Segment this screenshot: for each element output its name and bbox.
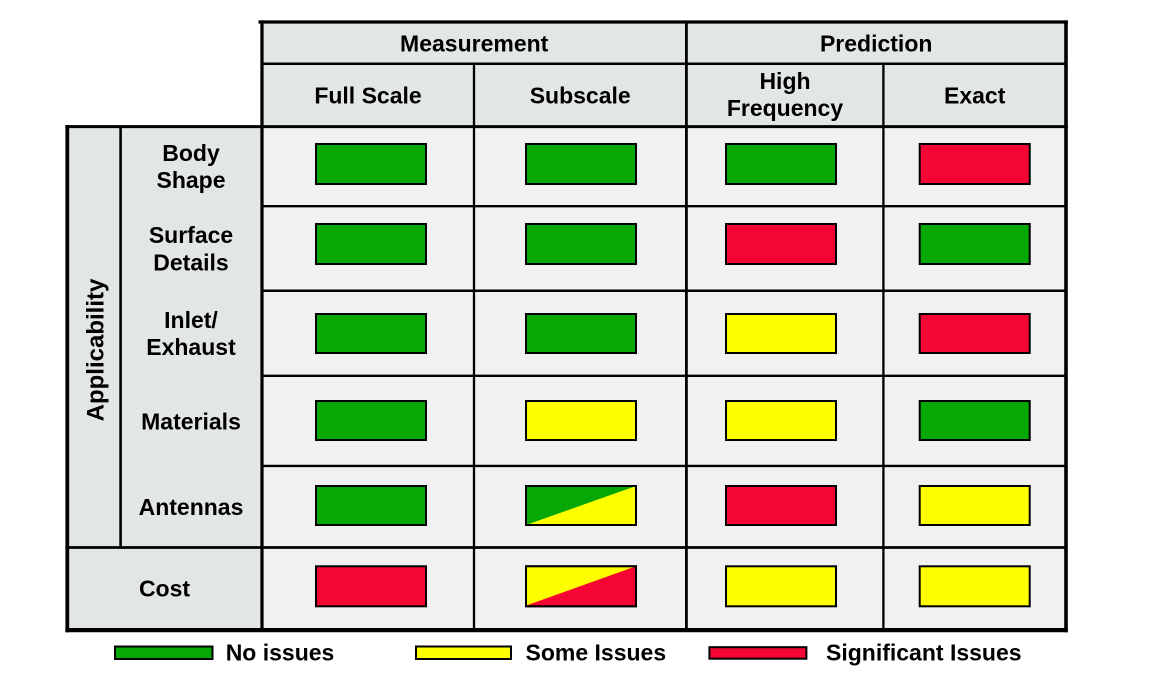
svg-text:Some Issues: Some Issues [526,640,667,666]
svg-text:Details: Details [153,249,228,275]
svg-text:Body: Body [162,140,220,166]
svg-text:Surface: Surface [149,222,233,248]
svg-text:Inlet/: Inlet/ [164,307,218,333]
svg-text:Subscale: Subscale [530,82,631,108]
svg-text:Cost: Cost [139,576,190,602]
svg-text:High: High [759,68,810,94]
svg-text:Exhaust: Exhaust [146,334,236,360]
svg-text:Measurement: Measurement [400,30,549,56]
svg-text:Materials: Materials [141,408,241,434]
svg-text:No issues: No issues [226,640,335,666]
svg-text:Frequency: Frequency [727,95,844,121]
svg-text:Shape: Shape [156,167,225,193]
svg-text:Exact: Exact [944,82,1006,108]
svg-text:Prediction: Prediction [820,30,932,56]
svg-text:Applicability: Applicability [82,278,109,421]
svg-text:Significant Issues: Significant Issues [826,640,1022,666]
svg-text:Antennas: Antennas [139,494,244,520]
svg-text:Full Scale: Full Scale [314,82,421,108]
